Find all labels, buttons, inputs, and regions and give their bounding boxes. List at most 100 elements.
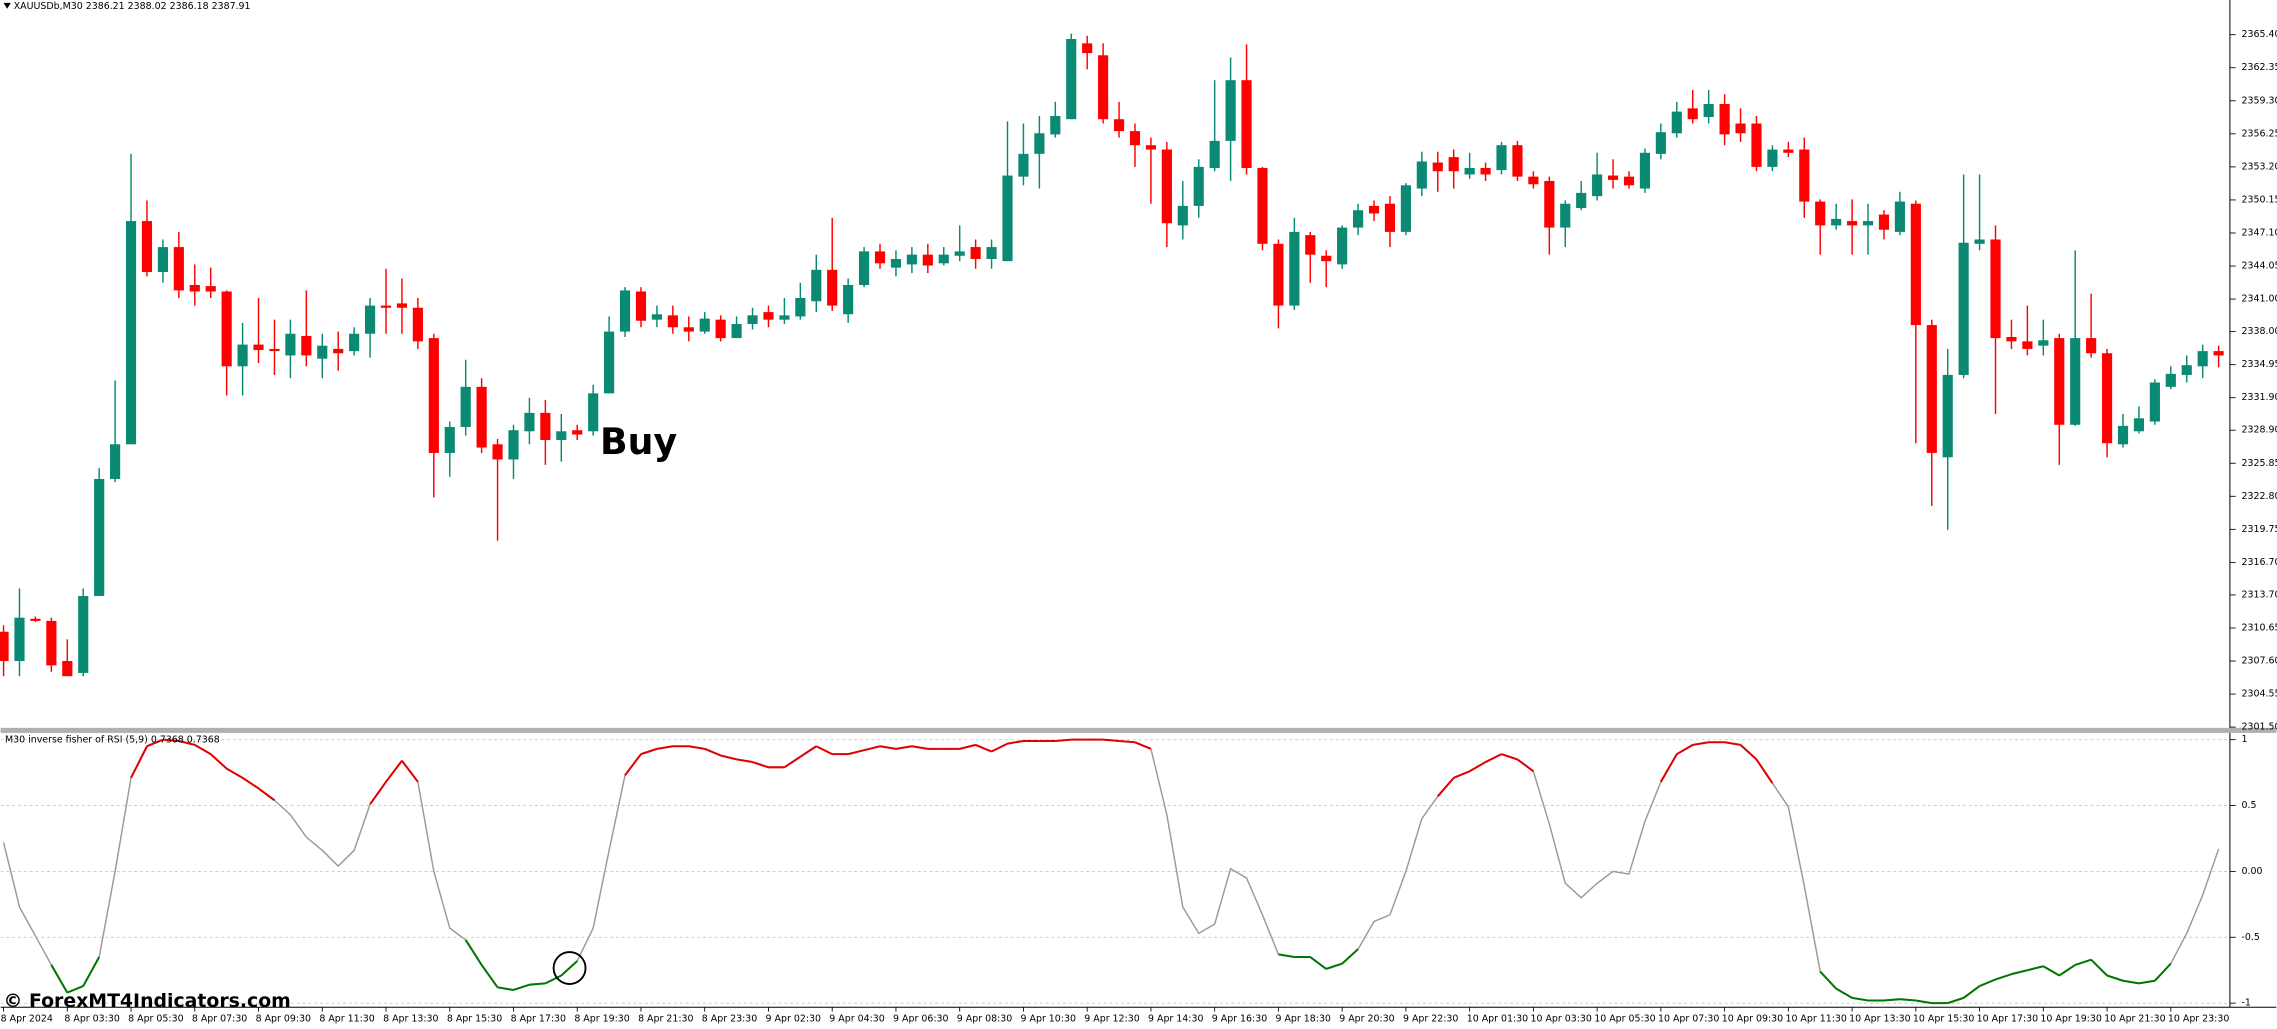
indicator-segment (1883, 998, 1900, 1002)
candle-body (2054, 338, 2065, 425)
y-tick-label: -0.5 (2242, 932, 2260, 943)
collapse-icon[interactable] (3, 2, 11, 9)
x-tick-label: 9 Apr 04:30 (829, 1013, 884, 1024)
candle-body (779, 315, 790, 320)
indicator-segment (178, 739, 196, 746)
indicator-segment (544, 974, 562, 985)
x-tick-label: 10 Apr 19:30 (2040, 1013, 2101, 1024)
x-tick-label: 8 Apr 13:30 (383, 1013, 438, 1024)
candle-body (2213, 351, 2224, 356)
candle-body (2181, 365, 2192, 375)
y-tick-label: 2362.35 (2242, 62, 2277, 73)
candle-body (1576, 192, 1587, 209)
x-tick-label: 8 Apr 19:30 (574, 1013, 629, 1024)
y-tick-label: 0.5 (2242, 800, 2257, 811)
indicator-segment (640, 747, 658, 756)
indicator-segment (799, 745, 817, 758)
candle-body (1639, 152, 1651, 189)
candle-body (1257, 167, 1268, 244)
candle-body (1751, 123, 1762, 167)
candle-body (1528, 176, 1539, 185)
candle-body (1066, 39, 1077, 120)
y-tick-label: 2356.25 (2242, 128, 2277, 139)
y-tick-label: 2307.60 (2242, 656, 2277, 667)
y-tick-label: 0.00 (2242, 866, 2263, 877)
candle-body (2133, 418, 2145, 432)
candle-body (1177, 205, 1188, 226)
x-tick-label: 8 Apr 11:30 (319, 1013, 374, 1024)
x-tick-label: 9 Apr 02:30 (766, 1013, 821, 1024)
indicator-segment (1995, 973, 2012, 981)
x-tick-label: 10 Apr 17:30 (1977, 1013, 2038, 1024)
x-tick-label: 8 Apr 23:30 (702, 1013, 757, 1024)
y-tick-label: -1 (2242, 998, 2251, 1009)
indicator-segment (480, 964, 499, 988)
candle-body (2101, 353, 2113, 444)
indicator-segment (1436, 777, 1455, 797)
indicator-segment (194, 744, 212, 756)
candle-body (524, 412, 535, 432)
indicator-segment (1007, 739, 1024, 745)
candle-body (1496, 145, 1507, 171)
indicator-segment (2011, 969, 2028, 976)
candle-body (1368, 205, 1380, 214)
candle-body (1209, 140, 1220, 168)
candle-body (970, 247, 981, 259)
indicator-segment (401, 760, 419, 783)
indicator-segment (1692, 741, 1709, 746)
candle-body (2022, 341, 2033, 349)
indicator-segment (497, 986, 514, 991)
candle-body (699, 318, 710, 332)
indicator-segment (560, 960, 578, 977)
candle-body (1942, 374, 1953, 458)
x-tick-label: 8 Apr 07:30 (192, 1013, 247, 1024)
candle-body (78, 596, 89, 673)
indicator-segment (2138, 979, 2156, 985)
indicator-segment (210, 753, 228, 770)
candle-body (2006, 337, 2017, 342)
candle-body (1703, 104, 1714, 118)
candle-body (205, 286, 216, 292)
indicator-segment (1341, 948, 1359, 965)
indicator-segment (624, 753, 642, 776)
indicator-segment (2090, 958, 2108, 977)
indicator-segment (146, 738, 164, 748)
indicator-segment (783, 755, 801, 769)
candle-body (1623, 176, 1635, 186)
candle-body (1894, 201, 1905, 232)
candle-body (1193, 166, 1204, 206)
x-tick-label: 9 Apr 12:30 (1084, 1013, 1139, 1024)
candle-body (874, 251, 886, 264)
candle-body (1018, 153, 1029, 177)
x-tick-label: 9 Apr 22:30 (1403, 1013, 1458, 1024)
candle-body (1783, 149, 1794, 153)
indicator-segment (720, 754, 737, 761)
indicator-segment (656, 745, 674, 750)
x-tick-label: 8 Apr 2024 (1, 1013, 53, 1024)
candle-body (1273, 243, 1284, 306)
indicator-segment (1118, 739, 1136, 744)
y-tick-label: 1 (2242, 734, 2248, 745)
candle-body (2197, 351, 2208, 367)
indicator-segment (2122, 979, 2140, 985)
candle-body (1432, 162, 1443, 172)
y-tick-label: 2319.75 (2242, 524, 2277, 535)
indicator-title: M30 inverse fisher of RSI (5,9) 0.7368 0… (5, 735, 220, 746)
candle-body (1241, 80, 1252, 168)
candle-body (1910, 203, 1921, 326)
y-tick-label: 2328.90 (2242, 425, 2277, 436)
candle-body (1002, 175, 1013, 262)
candle-body (1289, 231, 1300, 306)
candle-body (1592, 174, 1603, 197)
candle-body (1129, 131, 1141, 146)
buy-annotation: Buy (600, 420, 677, 463)
candle-body (14, 617, 25, 662)
x-tick-label: 10 Apr 21:30 (2104, 1013, 2165, 1024)
x-tick-label: 8 Apr 15:30 (447, 1013, 502, 1024)
candle-body (1926, 325, 1937, 453)
indicator-segment (2042, 965, 2060, 977)
indicator-segment (1724, 741, 1741, 746)
indicator-segment (1676, 744, 1694, 756)
indicator-segment (2154, 962, 2172, 982)
x-tick-label: 8 Apr 03:30 (64, 1013, 119, 1024)
